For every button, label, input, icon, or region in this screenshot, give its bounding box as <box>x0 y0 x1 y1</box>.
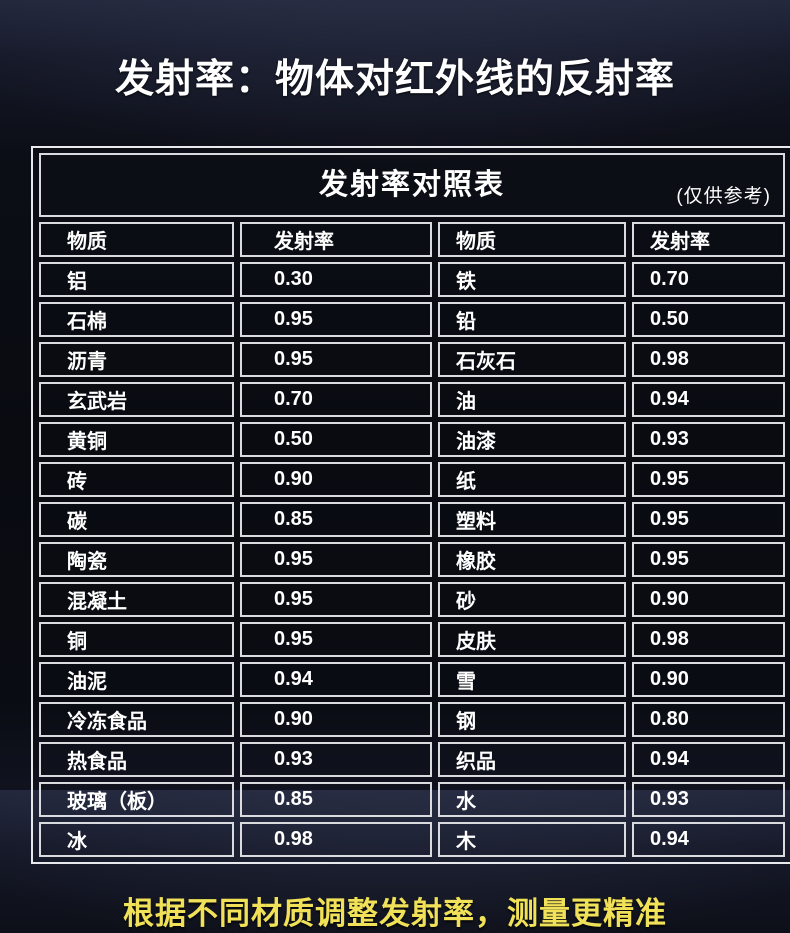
material-cell: 铅 <box>438 302 626 337</box>
material-cell: 塑料 <box>438 502 626 537</box>
table-row: 碳 0.85 塑料 0.95 <box>39 502 786 537</box>
table-title-row: 发射率对照表 (仅供参考) <box>39 153 786 217</box>
table-row: 玻璃（板） 0.85 水 0.93 <box>39 782 786 817</box>
header-material-right: 物质 <box>438 222 626 257</box>
material-cell: 橡胶 <box>438 542 626 577</box>
material-cell: 油泥 <box>39 662 234 697</box>
material-cell: 织品 <box>438 742 626 777</box>
material-cell: 黄铜 <box>39 422 234 457</box>
material-cell: 沥青 <box>39 342 234 377</box>
material-cell: 玄武岩 <box>39 382 234 417</box>
emissivity-value-cell: 0.94 <box>240 662 432 697</box>
emissivity-value-cell: 0.95 <box>632 542 786 577</box>
emissivity-value-cell: 0.95 <box>240 622 432 657</box>
emissivity-value-cell: 0.95 <box>240 342 432 377</box>
material-cell: 皮肤 <box>438 622 626 657</box>
page-title: 发射率：物体对红外线的反射率 <box>114 58 675 101</box>
emissivity-value-cell: 0.95 <box>240 302 432 337</box>
table-row: 陶瓷 0.95 橡胶 0.95 <box>39 542 786 577</box>
emissivity-value-cell: 0.95 <box>632 462 786 497</box>
material-cell: 油 <box>438 382 626 417</box>
material-cell: 冰 <box>39 822 234 857</box>
emissivity-value-cell: 0.85 <box>240 782 432 817</box>
material-cell: 雪 <box>438 662 626 697</box>
table-row: 热食品 0.93 织品 0.94 <box>39 742 786 777</box>
material-cell: 热食品 <box>39 742 234 777</box>
material-cell: 铁 <box>438 262 626 297</box>
table-row: 砖 0.90 纸 0.95 <box>39 462 786 497</box>
material-cell: 钢 <box>438 702 626 737</box>
material-cell: 陶瓷 <box>39 542 234 577</box>
table-title: 发射率对照表 <box>319 169 506 201</box>
table-row: 铜 0.95 皮肤 0.98 <box>39 622 786 657</box>
emissivity-value-cell: 0.90 <box>240 702 432 737</box>
table-title-cell: 发射率对照表 (仅供参考) <box>39 153 786 217</box>
emissivity-value-cell: 0.50 <box>632 302 786 337</box>
table-row: 冰 0.98 木 0.94 <box>39 822 786 857</box>
material-cell: 铜 <box>39 622 234 657</box>
emissivity-value-cell: 0.90 <box>632 582 786 617</box>
table-row: 黄铜 0.50 油漆 0.93 <box>39 422 786 457</box>
emissivity-value-cell: 0.90 <box>632 662 786 697</box>
emissivity-value-cell: 0.94 <box>632 742 786 777</box>
emissivity-value-cell: 0.95 <box>240 542 432 577</box>
material-cell: 冷冻食品 <box>39 702 234 737</box>
emissivity-value-cell: 0.80 <box>632 702 786 737</box>
header-emissivity-right: 发射率 <box>632 222 786 257</box>
emissivity-value-cell: 0.94 <box>632 382 786 417</box>
emissivity-value-cell: 0.98 <box>632 622 786 657</box>
header-emissivity-left: 发射率 <box>240 222 432 257</box>
header-material-left: 物质 <box>39 222 234 257</box>
table-note: (仅供参考) <box>676 186 772 207</box>
material-cell: 纸 <box>438 462 626 497</box>
table-row: 油泥 0.94 雪 0.90 <box>39 662 786 697</box>
table-row: 混凝土 0.95 砂 0.90 <box>39 582 786 617</box>
emissivity-value-cell: 0.93 <box>240 742 432 777</box>
table-row: 玄武岩 0.70 油 0.94 <box>39 382 786 417</box>
material-cell: 铝 <box>39 262 234 297</box>
material-cell: 油漆 <box>438 422 626 457</box>
emissivity-value-cell: 0.95 <box>240 582 432 617</box>
table-header-row: 物质 发射率 物质 发射率 <box>39 222 786 257</box>
emissivity-table-body: 铝 0.30 铁 0.70 石棉 0.95 铅 0.50 沥青 0.95 石灰石 0.98 玄武岩 0.7… <box>39 262 786 857</box>
footer-note: 根据不同材质调整发射率，测量更精准 <box>123 896 667 931</box>
material-cell: 碳 <box>39 502 234 537</box>
emissivity-value-cell: 0.70 <box>632 262 786 297</box>
material-cell: 玻璃（板） <box>39 782 234 817</box>
emissivity-value-cell: 0.98 <box>240 822 432 857</box>
emissivity-value-cell: 0.70 <box>240 382 432 417</box>
material-cell: 石灰石 <box>438 342 626 377</box>
material-cell: 水 <box>438 782 626 817</box>
material-cell: 混凝土 <box>39 582 234 617</box>
emissivity-value-cell: 0.93 <box>632 782 786 817</box>
emissivity-table-container: 发射率对照表 (仅供参考) 物质 发射率 物质 发射率 铝 0.30 铁 0.70 石棉… <box>31 146 790 864</box>
material-cell: 砖 <box>39 462 234 497</box>
emissivity-value-cell: 0.85 <box>240 502 432 537</box>
table-row: 铝 0.30 铁 0.70 <box>39 262 786 297</box>
emissivity-value-cell: 0.95 <box>632 502 786 537</box>
emissivity-value-cell: 0.90 <box>240 462 432 497</box>
table-row: 冷冻食品 0.90 钢 0.80 <box>39 702 786 737</box>
emissivity-table: 发射率对照表 (仅供参考) 物质 发射率 物质 发射率 铝 0.30 铁 0.70 石棉… <box>31 146 790 864</box>
material-cell: 木 <box>438 822 626 857</box>
emissivity-value-cell: 0.98 <box>632 342 786 377</box>
table-row: 沥青 0.95 石灰石 0.98 <box>39 342 786 377</box>
emissivity-value-cell: 0.94 <box>632 822 786 857</box>
table-row: 石棉 0.95 铅 0.50 <box>39 302 786 337</box>
material-cell: 石棉 <box>39 302 234 337</box>
emissivity-value-cell: 0.50 <box>240 422 432 457</box>
material-cell: 砂 <box>438 582 626 617</box>
emissivity-value-cell: 0.30 <box>240 262 432 297</box>
emissivity-value-cell: 0.93 <box>632 422 786 457</box>
